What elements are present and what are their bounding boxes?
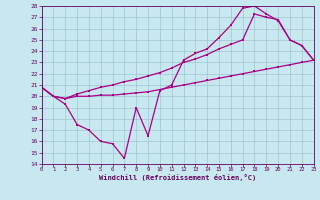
X-axis label: Windchill (Refroidissement éolien,°C): Windchill (Refroidissement éolien,°C) xyxy=(99,174,256,181)
